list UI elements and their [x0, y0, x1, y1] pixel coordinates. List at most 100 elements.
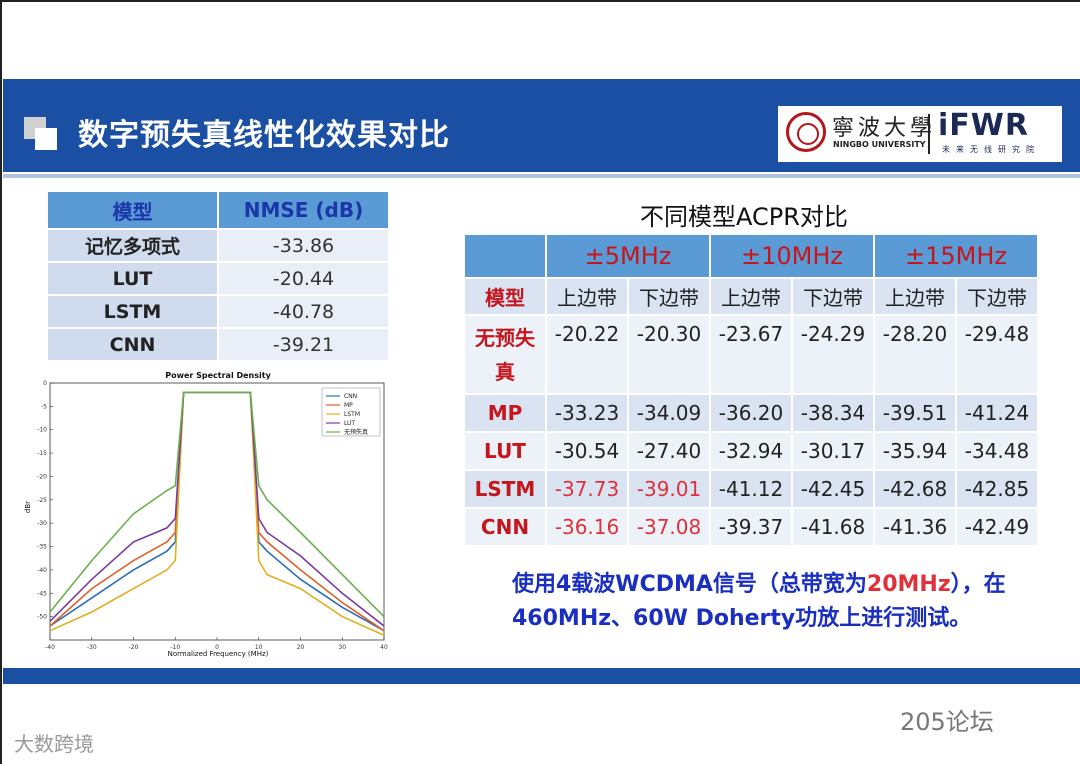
acpr-cell: -42.49: [957, 509, 1037, 545]
acpr-model: CNN: [465, 509, 545, 545]
y-tick-label: -25: [37, 497, 47, 504]
acpr-cell-highlight: -37.73: [547, 471, 627, 507]
x-tick-label: -40: [45, 644, 55, 651]
table-row: 记忆多项式 -33.86: [48, 230, 388, 261]
y-tick-label: -10: [37, 427, 47, 434]
acpr-cell: -28.20: [875, 316, 955, 393]
y-tick-label: -35: [37, 544, 47, 551]
y-tick-label: -50: [37, 614, 47, 621]
acpr-sub-header: 下边带: [629, 279, 709, 314]
acpr-cell-highlight: -36.16: [547, 509, 627, 545]
table-row: LSTM -40.78: [48, 296, 388, 327]
acpr-cell: -32.94: [711, 433, 791, 469]
acpr-band-header: ±15MHz: [875, 235, 1037, 277]
acpr-model: LSTM: [465, 471, 545, 507]
psd-chart: Power Spectral Density Normalized Freque…: [10, 362, 394, 662]
legend-label: LSTM: [344, 411, 360, 418]
y-tick-label: -40: [37, 567, 47, 574]
lab-logo: iFWR: [938, 108, 1029, 143]
table-row: CNN -36.16 -37.08 -39.37 -41.68 -41.36 -…: [465, 509, 1037, 545]
acpr-cell: -41.68: [793, 509, 873, 545]
acpr-band-header: ±5MHz: [547, 235, 709, 277]
acpr-model: LUT: [465, 433, 545, 469]
page-title: 数字预失真线性化效果对比: [78, 118, 450, 153]
acpr-cell: -20.30: [629, 316, 709, 393]
acpr-cell: -30.54: [547, 433, 627, 469]
note-part1: 使用4载波WCDMA信号（总带宽为: [512, 572, 867, 597]
x-tick-label: 30: [338, 644, 346, 651]
note-highlight: 20MHz: [866, 572, 951, 597]
acpr-cell: -34.48: [957, 433, 1037, 469]
nmse-model: LSTM: [48, 296, 217, 327]
acpr-cell: -24.29: [793, 316, 873, 393]
nmse-model: CNN: [48, 329, 217, 360]
acpr-row-header: 模型: [465, 279, 545, 314]
acpr-cell: -42.68: [875, 471, 955, 507]
x-tick-label: 40: [380, 644, 388, 651]
university-seal-icon: [786, 112, 826, 152]
acpr-cell: -39.51: [875, 395, 955, 431]
logo-divider: [928, 114, 930, 154]
acpr-sub-header: 下边带: [793, 279, 873, 314]
y-tick-label: -15: [37, 450, 47, 457]
chart-title: Power Spectral Density: [165, 371, 271, 380]
acpr-cell: -36.20: [711, 395, 791, 431]
chart-series-group: [49, 391, 385, 637]
x-tick-label: 20: [297, 644, 305, 651]
nmse-value: -33.86: [219, 230, 388, 261]
acpr-cell: -23.67: [711, 316, 791, 393]
university-name-cn: 寧波大學: [832, 116, 937, 141]
acpr-model: 无预失真: [465, 316, 545, 393]
legend-label: CNN: [344, 393, 357, 400]
x-tick-label: -20: [129, 644, 139, 651]
x-tick-label: 10: [255, 644, 263, 651]
legend-label: LUT: [344, 420, 355, 427]
acpr-table: ±5MHz ±10MHz ±15MHz 模型 上边带 下边带 上边带 下边带 上…: [463, 233, 1039, 547]
acpr-cell: -41.24: [957, 395, 1037, 431]
logo-area: 寧波大學 NINGBO UNIVERSITY iFWR 未来无线研究院: [778, 106, 1062, 162]
frame-top: [0, 0, 1080, 2]
acpr-cell: -35.94: [875, 433, 955, 469]
acpr-band-header: ±10MHz: [711, 235, 873, 277]
acpr-cell: -29.48: [957, 316, 1037, 393]
y-tick-label: -45: [37, 590, 47, 597]
x-tick-label: -10: [170, 644, 180, 651]
acpr-title: 不同模型ACPR对比: [640, 203, 848, 231]
title-bullet-icon: [24, 117, 58, 151]
acpr-cell: -34.09: [629, 395, 709, 431]
acpr-cell: -42.85: [957, 471, 1037, 507]
x-tick-label: 0: [215, 644, 219, 651]
acpr-sub-header: 上边带: [875, 279, 955, 314]
acpr-cell: -20.22: [547, 316, 627, 393]
table-row: LUT -30.54 -27.40 -32.94 -30.17 -35.94 -…: [465, 433, 1037, 469]
chart-ylabel: dBr: [24, 501, 32, 513]
nmse-model: 记忆多项式: [48, 230, 217, 261]
acpr-cell: -33.23: [547, 395, 627, 431]
acpr-cell: -39.37: [711, 509, 791, 545]
legend-label: 无预失真: [344, 428, 368, 436]
y-tick-label: -30: [37, 520, 47, 527]
table-row: CNN -39.21: [48, 329, 388, 360]
acpr-cell: -30.17: [793, 433, 873, 469]
test-note: 使用4载波WCDMA信号（总带宽为20MHz），在460MHz、60W Dohe…: [512, 568, 1052, 636]
acpr-cell-highlight: -39.01: [629, 471, 709, 507]
acpr-sub-header: 上边带: [547, 279, 627, 314]
table-row: 无预失真 -20.22 -20.30 -23.67 -24.29 -28.20 …: [465, 316, 1037, 393]
table-row: LSTM -37.73 -39.01 -41.12 -42.45 -42.68 …: [465, 471, 1037, 507]
y-tick-label: -5: [41, 403, 47, 410]
bottom-bar: [3, 668, 1080, 684]
acpr-cell: -41.12: [711, 471, 791, 507]
table-row: LUT -20.44: [48, 263, 388, 294]
nmse-value: -40.78: [219, 296, 388, 327]
acpr-cell-highlight: -37.08: [629, 509, 709, 545]
y-tick-label: -20: [37, 473, 47, 480]
header-divider: [3, 174, 1080, 178]
university-name-en: NINGBO UNIVERSITY: [833, 140, 926, 149]
watermark-right: 205论坛: [900, 708, 994, 736]
series-line: [49, 391, 385, 618]
acpr-model: MP: [465, 395, 545, 431]
acpr-sub-header: 上边带: [711, 279, 791, 314]
note-part2: ），在460MHz、60W Doherty功放上进行测试。: [512, 572, 1006, 631]
nmse-table: 模型 NMSE (dB) 记忆多项式 -33.86 LUT -20.44 LST…: [46, 190, 390, 362]
acpr-cell: -27.40: [629, 433, 709, 469]
